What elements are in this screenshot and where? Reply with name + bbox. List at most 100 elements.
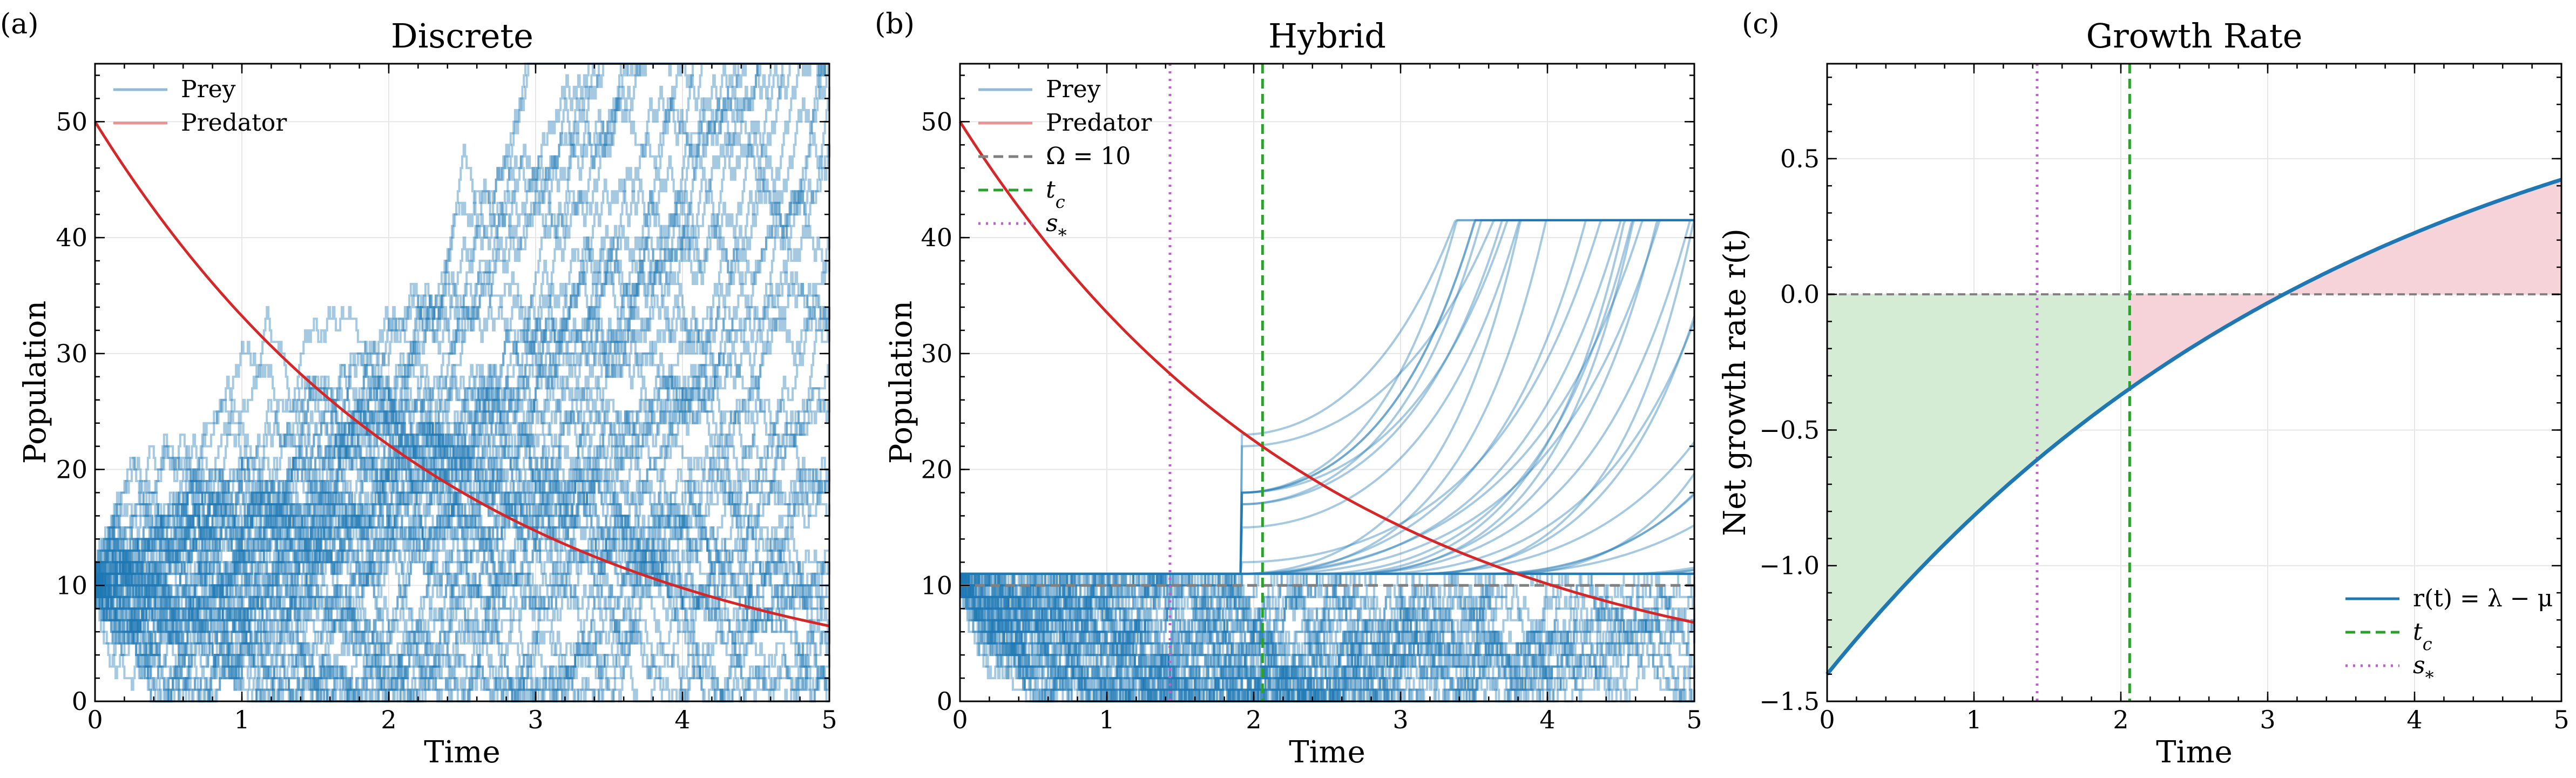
prey-path — [95, 294, 830, 645]
prey-path — [960, 219, 1694, 645]
prey-path — [960, 492, 1695, 702]
x-tick-label: 0 — [87, 705, 103, 734]
prey-path — [960, 219, 1694, 610]
positive-rate-fill — [2129, 179, 2561, 389]
prey-path — [960, 219, 1694, 645]
prey-path — [95, 225, 830, 702]
x-tick-label: 1 — [1099, 705, 1114, 734]
prey-path — [960, 572, 1695, 702]
xlabel-b: Time — [1289, 735, 1365, 770]
prey-path — [960, 572, 1695, 702]
prey-path — [95, 398, 830, 702]
prey-path — [960, 572, 1694, 680]
axes-frame-c — [1826, 63, 2563, 702]
prey-path — [95, 457, 830, 680]
prey-path — [960, 219, 1694, 691]
prey-path — [960, 219, 1694, 680]
x-tick-label: 5 — [2553, 705, 2569, 734]
prey-path — [95, 63, 829, 702]
prey-path — [960, 219, 1694, 575]
prey-path — [960, 473, 1695, 702]
prey-path — [95, 410, 830, 702]
title-a: Discrete — [391, 16, 533, 56]
prey-path — [95, 457, 830, 702]
x-tick-label: 0 — [1819, 705, 1835, 734]
prey-path — [960, 572, 1694, 702]
y-tick-label: 10 — [921, 571, 952, 600]
prey-path — [960, 441, 1695, 702]
legend-label: tc — [1046, 176, 1065, 212]
prey-path — [95, 457, 830, 702]
prey-path — [95, 491, 829, 702]
legend-c: r(t) = λ − μ tcs* — [2345, 585, 2553, 688]
prey-path — [960, 219, 1694, 587]
x-tick-label: 3 — [2260, 705, 2275, 734]
x-tick-label: 5 — [821, 705, 837, 734]
legend-label: r(t) = λ − μ — [2413, 585, 2553, 612]
prey-path — [95, 375, 829, 598]
legend-label: tc — [2413, 618, 2432, 654]
y-tick-label: −0.5 — [1759, 415, 1820, 444]
prey-path — [95, 434, 830, 680]
prey-path — [95, 63, 829, 668]
x-tick-label: 1 — [234, 705, 249, 734]
x-tick-label: 2 — [2113, 705, 2128, 734]
prey-path — [95, 549, 829, 702]
prey-path — [960, 219, 1694, 610]
x-tick-label: 2 — [381, 705, 396, 734]
growth-fill-c — [1827, 179, 2561, 674]
prey-path — [95, 584, 829, 702]
prey-paths-a — [95, 63, 830, 702]
y-tick-label: −1.5 — [1759, 687, 1820, 716]
prey-path — [960, 572, 1695, 702]
y-tick-label: 20 — [921, 455, 952, 484]
y-tick-label: 10 — [56, 571, 87, 600]
axes-frame-b — [959, 63, 1695, 702]
prey-path — [960, 572, 1694, 702]
prey-path — [95, 515, 830, 702]
prey-path — [960, 219, 1694, 702]
prey-path — [960, 524, 1695, 702]
prey-path — [95, 63, 829, 645]
predator-curve — [93, 121, 830, 627]
y-tick-label: 40 — [921, 223, 952, 252]
prey-path — [95, 271, 829, 691]
prey-path — [960, 569, 1695, 702]
y-tick-label: 50 — [56, 107, 87, 136]
prey-path — [960, 219, 1694, 680]
prey-path — [95, 63, 829, 610]
prey-path — [95, 97, 830, 657]
title-b: Hybrid — [1268, 16, 1386, 56]
prey-path — [960, 572, 1695, 702]
reference-lines-c — [1827, 64, 2561, 701]
reference-lines-b — [960, 64, 1694, 701]
prey-path — [960, 219, 1694, 702]
ylabel-c: Net growth rate r(t) — [1718, 228, 1753, 536]
prey-paths-b — [960, 219, 1695, 702]
prey-path — [960, 219, 1694, 702]
xlabel-a: Time — [424, 735, 501, 770]
prey-path — [95, 63, 829, 702]
panel-label-a: (a) — [0, 8, 39, 40]
y-tick-label: 40 — [56, 223, 87, 252]
panel-label-c: (c) — [1742, 8, 1780, 40]
y-tick-label: 20 — [56, 455, 87, 484]
y-tick-label: 50 — [921, 107, 952, 136]
prey-path — [960, 572, 1695, 702]
y-tick-label: 0.5 — [1780, 144, 1820, 173]
prey-path — [960, 572, 1694, 598]
prey-path — [960, 219, 1694, 691]
prey-path — [960, 219, 1694, 633]
prey-path — [960, 569, 1695, 702]
panel-c: (c) Growth Rate 0 1 2 3 4 5 −1.5 −1.0 −0.5 0.0 0.5… — [1718, 8, 2570, 770]
prey-path — [95, 63, 829, 668]
prey-path — [95, 63, 829, 633]
predator-curve-a — [93, 121, 830, 627]
prey-path — [960, 566, 1695, 702]
prey-path — [960, 572, 1695, 702]
